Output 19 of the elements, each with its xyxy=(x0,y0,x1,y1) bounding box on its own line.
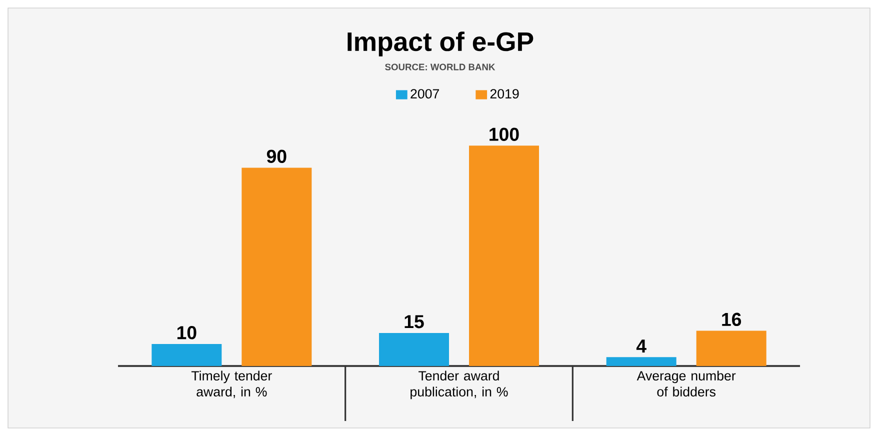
bar xyxy=(469,146,540,366)
bar xyxy=(152,344,222,366)
x-tick-label: Average number of bidders xyxy=(636,370,736,396)
data-label: 16 xyxy=(722,312,742,326)
data-label: 90 xyxy=(266,150,286,163)
chart-subtitle: SOURCE: WORLD BANK xyxy=(385,64,496,70)
bar xyxy=(242,168,312,366)
chart-title: Impact of e-GP xyxy=(348,32,534,56)
x-tick-label: Tender award publication, in % xyxy=(410,370,508,400)
bar xyxy=(606,357,676,366)
bar xyxy=(696,330,766,366)
data-label: 10 xyxy=(177,326,196,340)
data-label: 4 xyxy=(636,340,646,352)
legend-label: 2007 xyxy=(410,89,439,99)
data-label: 100 xyxy=(490,128,519,141)
bar xyxy=(379,332,449,366)
x-tick-label: Timely tender award, in % xyxy=(191,370,272,398)
data-label: 15 xyxy=(404,315,424,328)
legend-label: 2019 xyxy=(490,89,519,99)
